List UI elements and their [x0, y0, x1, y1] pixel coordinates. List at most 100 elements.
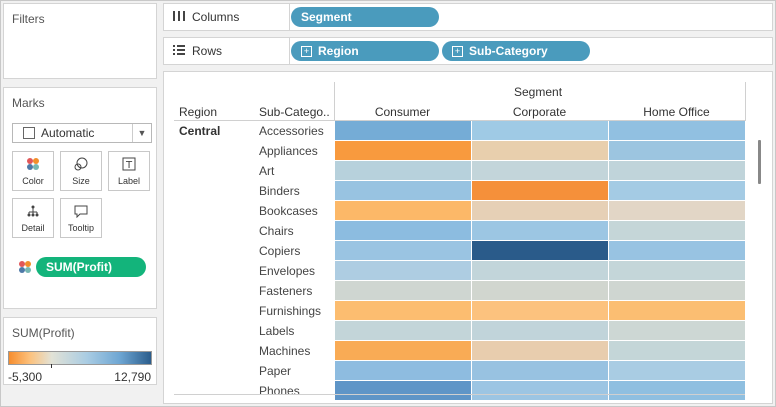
filters-panel[interactable]: Filters [3, 3, 157, 79]
heatmap-cell[interactable] [609, 321, 745, 340]
heatmap-cell[interactable] [609, 221, 745, 240]
heatmap-cell[interactable] [472, 201, 608, 220]
heatmap-cell[interactable] [335, 161, 471, 180]
heatmap-cell[interactable] [472, 321, 608, 340]
columns-icon [172, 10, 186, 24]
label-button-label: Label [117, 176, 141, 186]
heatmap-cell[interactable] [472, 161, 608, 180]
row-label[interactable]: Envelopes [259, 264, 316, 278]
heatmap-cell[interactable] [609, 301, 745, 320]
heatmap-cell[interactable] [472, 381, 608, 400]
heatmap-cell[interactable] [609, 341, 745, 360]
size-button[interactable]: Size [60, 151, 102, 191]
size-button-label: Size [72, 176, 90, 186]
row-label[interactable]: Accessories [259, 124, 324, 138]
heatmap-cell[interactable] [335, 181, 471, 200]
heatmap-cell[interactable] [609, 241, 745, 260]
vertical-scrollbar[interactable] [758, 140, 761, 184]
row-label[interactable]: Copiers [259, 244, 301, 258]
heatmap-cell[interactable] [472, 181, 608, 200]
heatmap-cell[interactable] [335, 201, 471, 220]
column-divider [334, 82, 335, 121]
heatmap-cell[interactable] [609, 121, 745, 140]
row-label[interactable]: Appliances [259, 144, 318, 158]
chevron-down-icon[interactable]: ▼ [132, 124, 151, 142]
row-label[interactable]: Paper [259, 364, 292, 378]
color-dots-icon [13, 156, 53, 176]
region-row-pill[interactable]: + Region [291, 41, 439, 61]
row-label[interactable]: Art [259, 164, 275, 178]
heatmap-cell[interactable] [472, 361, 608, 380]
row-label[interactable]: Chairs [259, 224, 294, 238]
subcategory-row-pill[interactable]: + Sub-Category [442, 41, 590, 61]
marks-title: Marks [12, 96, 45, 110]
tooltip-button[interactable]: Tooltip [60, 198, 102, 238]
profit-color-pill[interactable]: SUM(Profit) [36, 257, 146, 277]
heatmap-cell[interactable] [335, 281, 471, 300]
mark-type-dropdown[interactable]: Automatic ▼ [12, 123, 152, 143]
heatmap-cell[interactable] [335, 341, 471, 360]
heatmap-cell[interactable] [335, 221, 471, 240]
legend-min-label: -5,300 [8, 370, 43, 384]
column-header-home-office[interactable]: Home Office [643, 105, 710, 119]
label-icon: T [109, 156, 149, 176]
heatmap-cell[interactable] [609, 181, 745, 200]
heatmap-cell[interactable] [609, 381, 745, 400]
heatmap-cell[interactable] [335, 381, 471, 400]
heatmap-cell[interactable] [609, 281, 745, 300]
heatmap-cell[interactable] [472, 221, 608, 240]
header-divider [174, 120, 745, 121]
row-label[interactable]: Fasteners [259, 284, 313, 298]
heatmap-cell[interactable] [335, 241, 471, 260]
heatmap-cell[interactable] [472, 141, 608, 160]
heatmap-cell[interactable] [335, 121, 471, 140]
region-label-central[interactable]: Central [179, 124, 221, 138]
mark-type-value: Automatic [41, 126, 95, 140]
heatmap-cell[interactable] [609, 361, 745, 380]
heatmap-cell[interactable] [472, 341, 608, 360]
detail-button-label: Detail [21, 223, 45, 233]
row-label[interactable]: Bookcases [259, 204, 318, 218]
segment-column-pill[interactable]: Segment [291, 7, 439, 27]
detail-button[interactable]: Detail [12, 198, 54, 238]
heatmap-cell[interactable] [335, 301, 471, 320]
legend-max-label: 12,790 [114, 370, 151, 384]
color-button-label: Color [22, 176, 44, 186]
heatmap-cell[interactable] [335, 261, 471, 280]
label-button[interactable]: T Label [108, 151, 150, 191]
heatmap-cell[interactable] [472, 121, 608, 140]
columns-shelf[interactable]: Columns Segment [163, 3, 773, 31]
column-divider [745, 82, 746, 121]
filters-title: Filters [12, 12, 45, 26]
heatmap-cell[interactable] [335, 321, 471, 340]
heatmap-view[interactable]: Segment Region Sub-Catego.. Consumer Cor… [163, 71, 773, 404]
column-header-consumer[interactable]: Consumer [374, 105, 431, 119]
heatmap-cell[interactable] [335, 141, 471, 160]
heatmap-cell[interactable] [472, 281, 608, 300]
heatmap-cell[interactable] [472, 261, 608, 280]
heatmap-cell[interactable] [609, 201, 745, 220]
rows-shelf-label: Rows [164, 38, 290, 64]
heatmap-cell[interactable] [472, 301, 608, 320]
column-header-corporate[interactable]: Corporate [512, 105, 567, 119]
row-label[interactable]: Furnishings [259, 304, 322, 318]
row-label[interactable]: Binders [259, 184, 300, 198]
row-label[interactable]: Phones [259, 384, 300, 398]
legend-title: SUM(Profit) [12, 326, 75, 340]
heatmap-cell[interactable] [472, 241, 608, 260]
heatmap-cell[interactable] [609, 161, 745, 180]
color-legend-panel: SUM(Profit) -5,300 12,790 [3, 317, 157, 385]
segment-header: Segment [514, 85, 563, 99]
heatmap-cell[interactable] [335, 361, 471, 380]
detail-icon [13, 203, 53, 223]
row-label[interactable]: Machines [259, 344, 311, 358]
rows-shelf[interactable]: Rows + Region + Sub-Category [163, 37, 773, 65]
color-button[interactable]: Color [12, 151, 54, 191]
row-label[interactable]: Labels [259, 324, 295, 338]
heatmap-cell[interactable] [609, 141, 745, 160]
marks-panel: Marks Automatic ▼ Color Size T Label [3, 87, 157, 309]
svg-text:T: T [125, 160, 133, 171]
heatmap-cell[interactable] [609, 261, 745, 280]
tooltip-button-label: Tooltip [67, 223, 94, 233]
columns-shelf-label: Columns [164, 4, 290, 30]
